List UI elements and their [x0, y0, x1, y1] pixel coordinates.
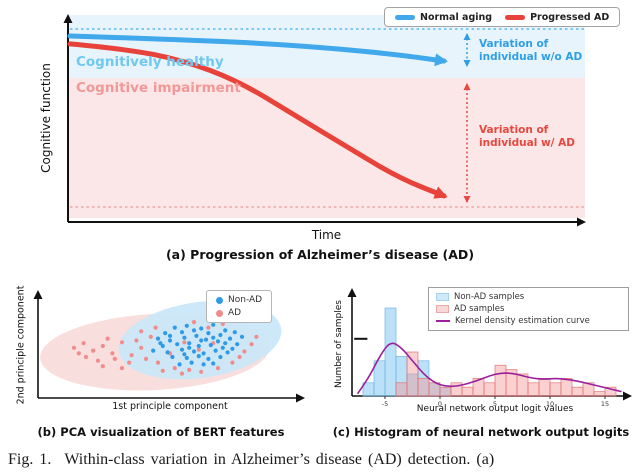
figure-caption-text: Within-class variation in Alzheimer’s di…	[64, 451, 495, 468]
panel-c-histogram	[354, 307, 622, 397]
svg-text:0: 0	[438, 400, 442, 408]
panel-a-curves	[67, 33, 448, 199]
normal-aging-line	[67, 33, 448, 67]
normal-aging-label: Normal aging	[420, 11, 493, 23]
impairment-zone-label: Cognitive impairment	[76, 80, 241, 96]
panel-a-caption: (a) Progression of Alzheimer’s disease (…	[165, 247, 475, 262]
panel-b-x-axis-label: 1st principle component	[112, 401, 228, 412]
panel-c-caption: (c) Histogram of neural network output l…	[332, 425, 630, 439]
svg-text:5: 5	[493, 400, 497, 408]
kde-label: Kernel density estimation curve	[455, 316, 590, 326]
panel-b-y-axis-label: 2nd principle component	[15, 285, 27, 405]
progressed-ad-line-swatch	[505, 14, 526, 20]
panel-c-legend: Non-AD samples AD samples Kernel density…	[428, 287, 629, 331]
ad-bars	[395, 351, 617, 397]
legend-item-normal-aging: Normal aging	[395, 12, 492, 23]
non-ad-points	[151, 322, 245, 367]
cognitive-impairment-band	[68, 78, 585, 218]
legend-item-kde: Kernel density estimation curve	[436, 316, 621, 326]
legend-item-progressed-ad: Progressed AD	[505, 12, 609, 23]
panel-a-x-axis-label: Time	[311, 228, 342, 242]
panel-c-x-axis-label: Neural network output logit values	[416, 404, 574, 414]
legend-item-ad: AD	[216, 308, 262, 318]
panel-a-y-axis-label: Cognitive function	[39, 63, 53, 173]
variation-no-ad-annotation: Variation of individual w/o AD	[479, 38, 583, 64]
healthy-zone-label: Cognitively healthy	[76, 54, 224, 70]
non-ad-label: Non-AD	[228, 295, 263, 305]
legend-item-non-ad: Non-AD	[216, 295, 262, 305]
ad-samples-swatch	[436, 305, 449, 313]
panel-b-legend: Non-AD AD	[206, 290, 273, 323]
normal-aging-line-swatch	[395, 14, 415, 20]
panel-b-caption: (b) PCA visualization of BERT features	[37, 425, 285, 439]
ad-dot-swatch	[216, 309, 223, 317]
figure-caption: Fig. 1. Within-class variation in Alzheim…	[8, 451, 632, 469]
svg-text:15: 15	[601, 400, 609, 408]
panel-b-scatter-points	[71, 320, 259, 376]
variation-ad-annotation: Variation of individual w/ AD	[479, 124, 575, 150]
legend-item-non-ad-samples: Non-AD samples	[436, 292, 621, 302]
panel-a-legend: Normal aging Progressed AD	[384, 7, 621, 27]
non-ad-samples-swatch	[436, 293, 449, 301]
legend-item-ad-samples: AD samples	[436, 304, 621, 314]
panel-c-y-axis-label: Number of samples	[334, 300, 344, 388]
figure-caption-label: Fig. 1.	[8, 451, 52, 468]
svg-text:10: 10	[546, 400, 554, 408]
ad-samples-label: AD samples	[454, 304, 505, 314]
non-ad-dot-swatch	[216, 296, 223, 304]
kde-curve	[356, 342, 622, 395]
ad-label: AD	[228, 308, 242, 318]
kde-curve-swatch	[436, 320, 450, 322]
non-ad-samples-label: Non-AD samples	[454, 292, 525, 302]
panel-c-x-ticks: -5 0 5 10 15	[382, 396, 609, 408]
progressed-ad-line	[67, 41, 448, 199]
progressed-ad-label: Progressed AD	[530, 11, 610, 23]
svg-text:-5: -5	[382, 400, 388, 408]
